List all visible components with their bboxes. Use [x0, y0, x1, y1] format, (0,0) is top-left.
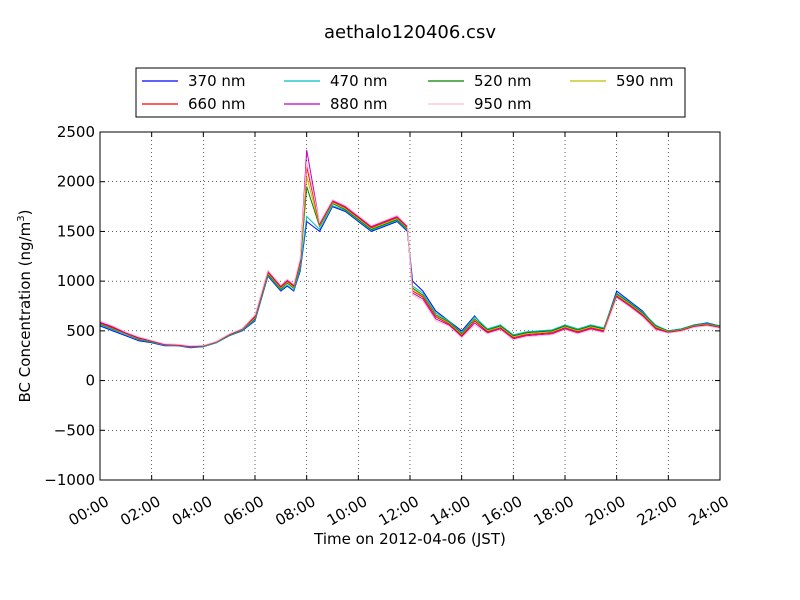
y-tick-label: 0 — [85, 372, 95, 390]
x-tick-label: 14:00 — [427, 492, 473, 529]
y-axis-label-end: ) — [16, 210, 34, 216]
x-tick-label: 12:00 — [376, 492, 422, 529]
y-axis-label: BC Concentration (ng/m3) — [16, 210, 34, 403]
y-tick-label: 2500 — [57, 123, 95, 141]
x-tick-label: 16:00 — [479, 492, 525, 529]
x-tick-label: 08:00 — [272, 492, 318, 529]
y-tick-label: 500 — [66, 322, 95, 340]
legend: 370 nm 470 nm 520 nm 590 nm 660 nm 880 nm 950 … — [135, 67, 686, 118]
x-tick-label: 22:00 — [634, 492, 680, 529]
legend-label: 370 nm — [188, 72, 246, 90]
legend-label: 470 nm — [330, 72, 388, 90]
series-line-950-nm — [99, 161, 721, 347]
y-tick-label: 1500 — [57, 222, 95, 240]
legend-label: 950 nm — [474, 95, 532, 113]
y-tick-label: 2000 — [57, 173, 95, 191]
x-tick-label: 04:00 — [169, 492, 215, 529]
legend-label: 880 nm — [330, 95, 388, 113]
x-tick-label: 24:00 — [686, 492, 732, 529]
legend-label: 660 nm — [188, 95, 246, 113]
y-axis-label-sup: 3 — [16, 215, 27, 221]
x-axis-label: Time on 2012-04-06 (JST) — [313, 530, 506, 548]
x-tick-label: 18:00 — [531, 492, 577, 529]
legend-label: 590 nm — [616, 72, 674, 90]
y-axis-label-main: BC Concentration (ng/m — [16, 222, 34, 403]
plot-area — [99, 149, 721, 349]
grid — [100, 132, 720, 480]
y-tick-label: −500 — [54, 421, 95, 439]
x-tick-label: 06:00 — [221, 492, 267, 529]
x-tick-label: 02:00 — [117, 492, 163, 529]
legend-box — [135, 67, 686, 118]
x-tick-label: 20:00 — [582, 492, 628, 529]
y-tick-label: −1000 — [44, 471, 95, 489]
y-tick-label: 1000 — [57, 272, 95, 290]
chart-title: aethalo120406.csv — [324, 22, 496, 43]
series-line-370-nm — [99, 205, 721, 349]
x-tick-label: 00:00 — [66, 492, 112, 529]
x-tick-label: 10:00 — [324, 492, 370, 529]
legend-label: 520 nm — [474, 72, 532, 90]
y-axis: −1000 −500 0 500 1000 1500 2000 2500 — [44, 123, 720, 489]
